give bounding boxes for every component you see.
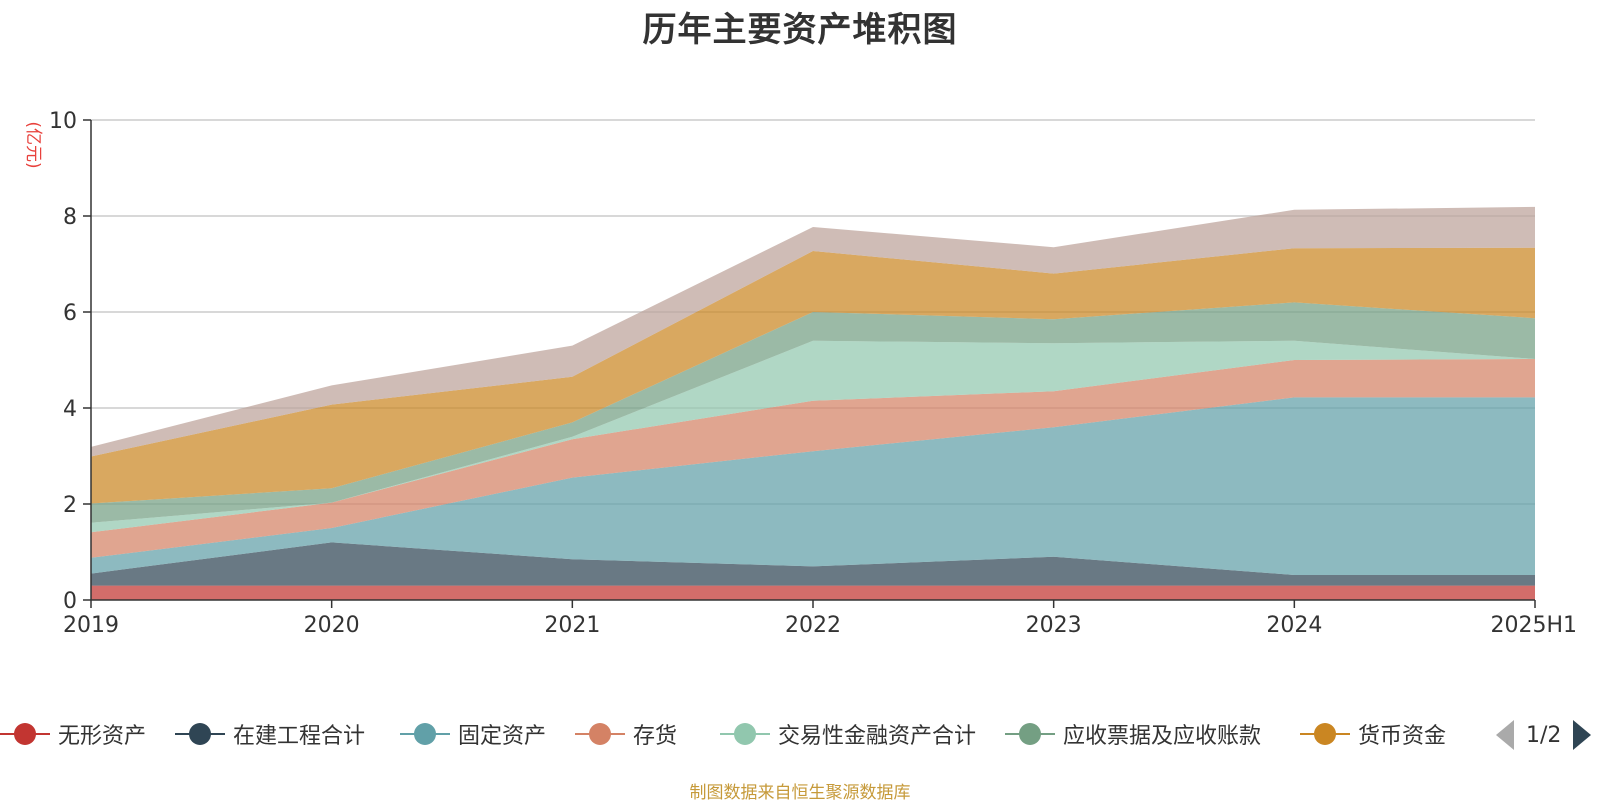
x-tick-label: 2020 (304, 613, 360, 638)
legend-swatch (400, 716, 450, 752)
x-tick-label: 2023 (1026, 613, 1082, 638)
legend-item-3[interactable]: 存货 (575, 716, 677, 752)
legend-label: 存货 (633, 724, 678, 749)
legend-swatch (1300, 716, 1350, 752)
y-tick-label: 0 (63, 589, 77, 614)
chart-title: 历年主要资产堆积图 (642, 10, 958, 50)
x-tick-label: 2021 (544, 613, 600, 638)
y-tick-label: 4 (63, 397, 77, 422)
area-series-0[interactable] (91, 585, 1535, 600)
legend-item-5[interactable]: 应收票据及应收账款 (1005, 716, 1261, 752)
x-tick-label: 2025H1 (1490, 613, 1577, 638)
y-tick-label: 6 (63, 301, 77, 326)
area-series-6[interactable] (91, 247, 1535, 504)
x-tick-label: 2024 (1266, 613, 1322, 638)
legend-label: 无形资产 (58, 724, 147, 749)
legend-item-4[interactable]: 交易性金融资产合计 (720, 716, 976, 752)
y-tick-label: 2 (63, 493, 77, 518)
y-tick-label: 8 (63, 205, 77, 230)
legend-prev-page-button[interactable] (1496, 720, 1514, 750)
area-series-3[interactable] (91, 359, 1535, 558)
legend-label: 在建工程合计 (233, 724, 366, 749)
x-tick-label: 2022 (785, 613, 841, 638)
legend-swatch (175, 716, 225, 752)
legend-label: 固定资产 (458, 724, 547, 749)
data-source-note: 制图数据来自恒生聚源数据库 (689, 783, 911, 803)
legend-swatch (0, 716, 50, 752)
chart-legend: 无形资产 在建工程合计 固定资产 存货 交易性金融资产合计 应收票据及应收账款 货币资金 (0, 716, 1600, 752)
legend-swatch (575, 716, 625, 752)
chart-plot: 0 2 4 6 8 10 2019 2020 2021 2022 2023 2024 2025H1 (亿… (23, 109, 1577, 638)
legend-page-indicator: 1/2 (1526, 722, 1562, 748)
legend-label: 货币资金 (1358, 724, 1447, 749)
legend-label: 应收票据及应收账款 (1063, 724, 1262, 749)
legend-swatch (1005, 716, 1055, 752)
area-series-5[interactable] (91, 302, 1535, 523)
legend-item-0[interactable]: 无形资产 (0, 716, 146, 752)
y-axis-unit-label: (亿元) (23, 121, 43, 168)
legend-item-6[interactable]: 货币资金 (1300, 716, 1446, 752)
legend-pager: 1/2 (1496, 718, 1592, 752)
legend-next-page-button[interactable] (1573, 720, 1592, 750)
area-series-4[interactable] (91, 340, 1535, 533)
x-tick-label: 2019 (63, 613, 119, 638)
legend-swatch (720, 716, 770, 752)
area-series-2[interactable] (91, 397, 1535, 575)
y-tick-label: 10 (49, 109, 77, 134)
area-series-7[interactable] (91, 206, 1535, 457)
legend-item-1[interactable]: 在建工程合计 (175, 716, 365, 752)
legend-label: 交易性金融资产合计 (778, 724, 977, 749)
legend-item-2[interactable]: 固定资产 (400, 716, 546, 752)
area-series-1[interactable] (91, 542, 1535, 586)
